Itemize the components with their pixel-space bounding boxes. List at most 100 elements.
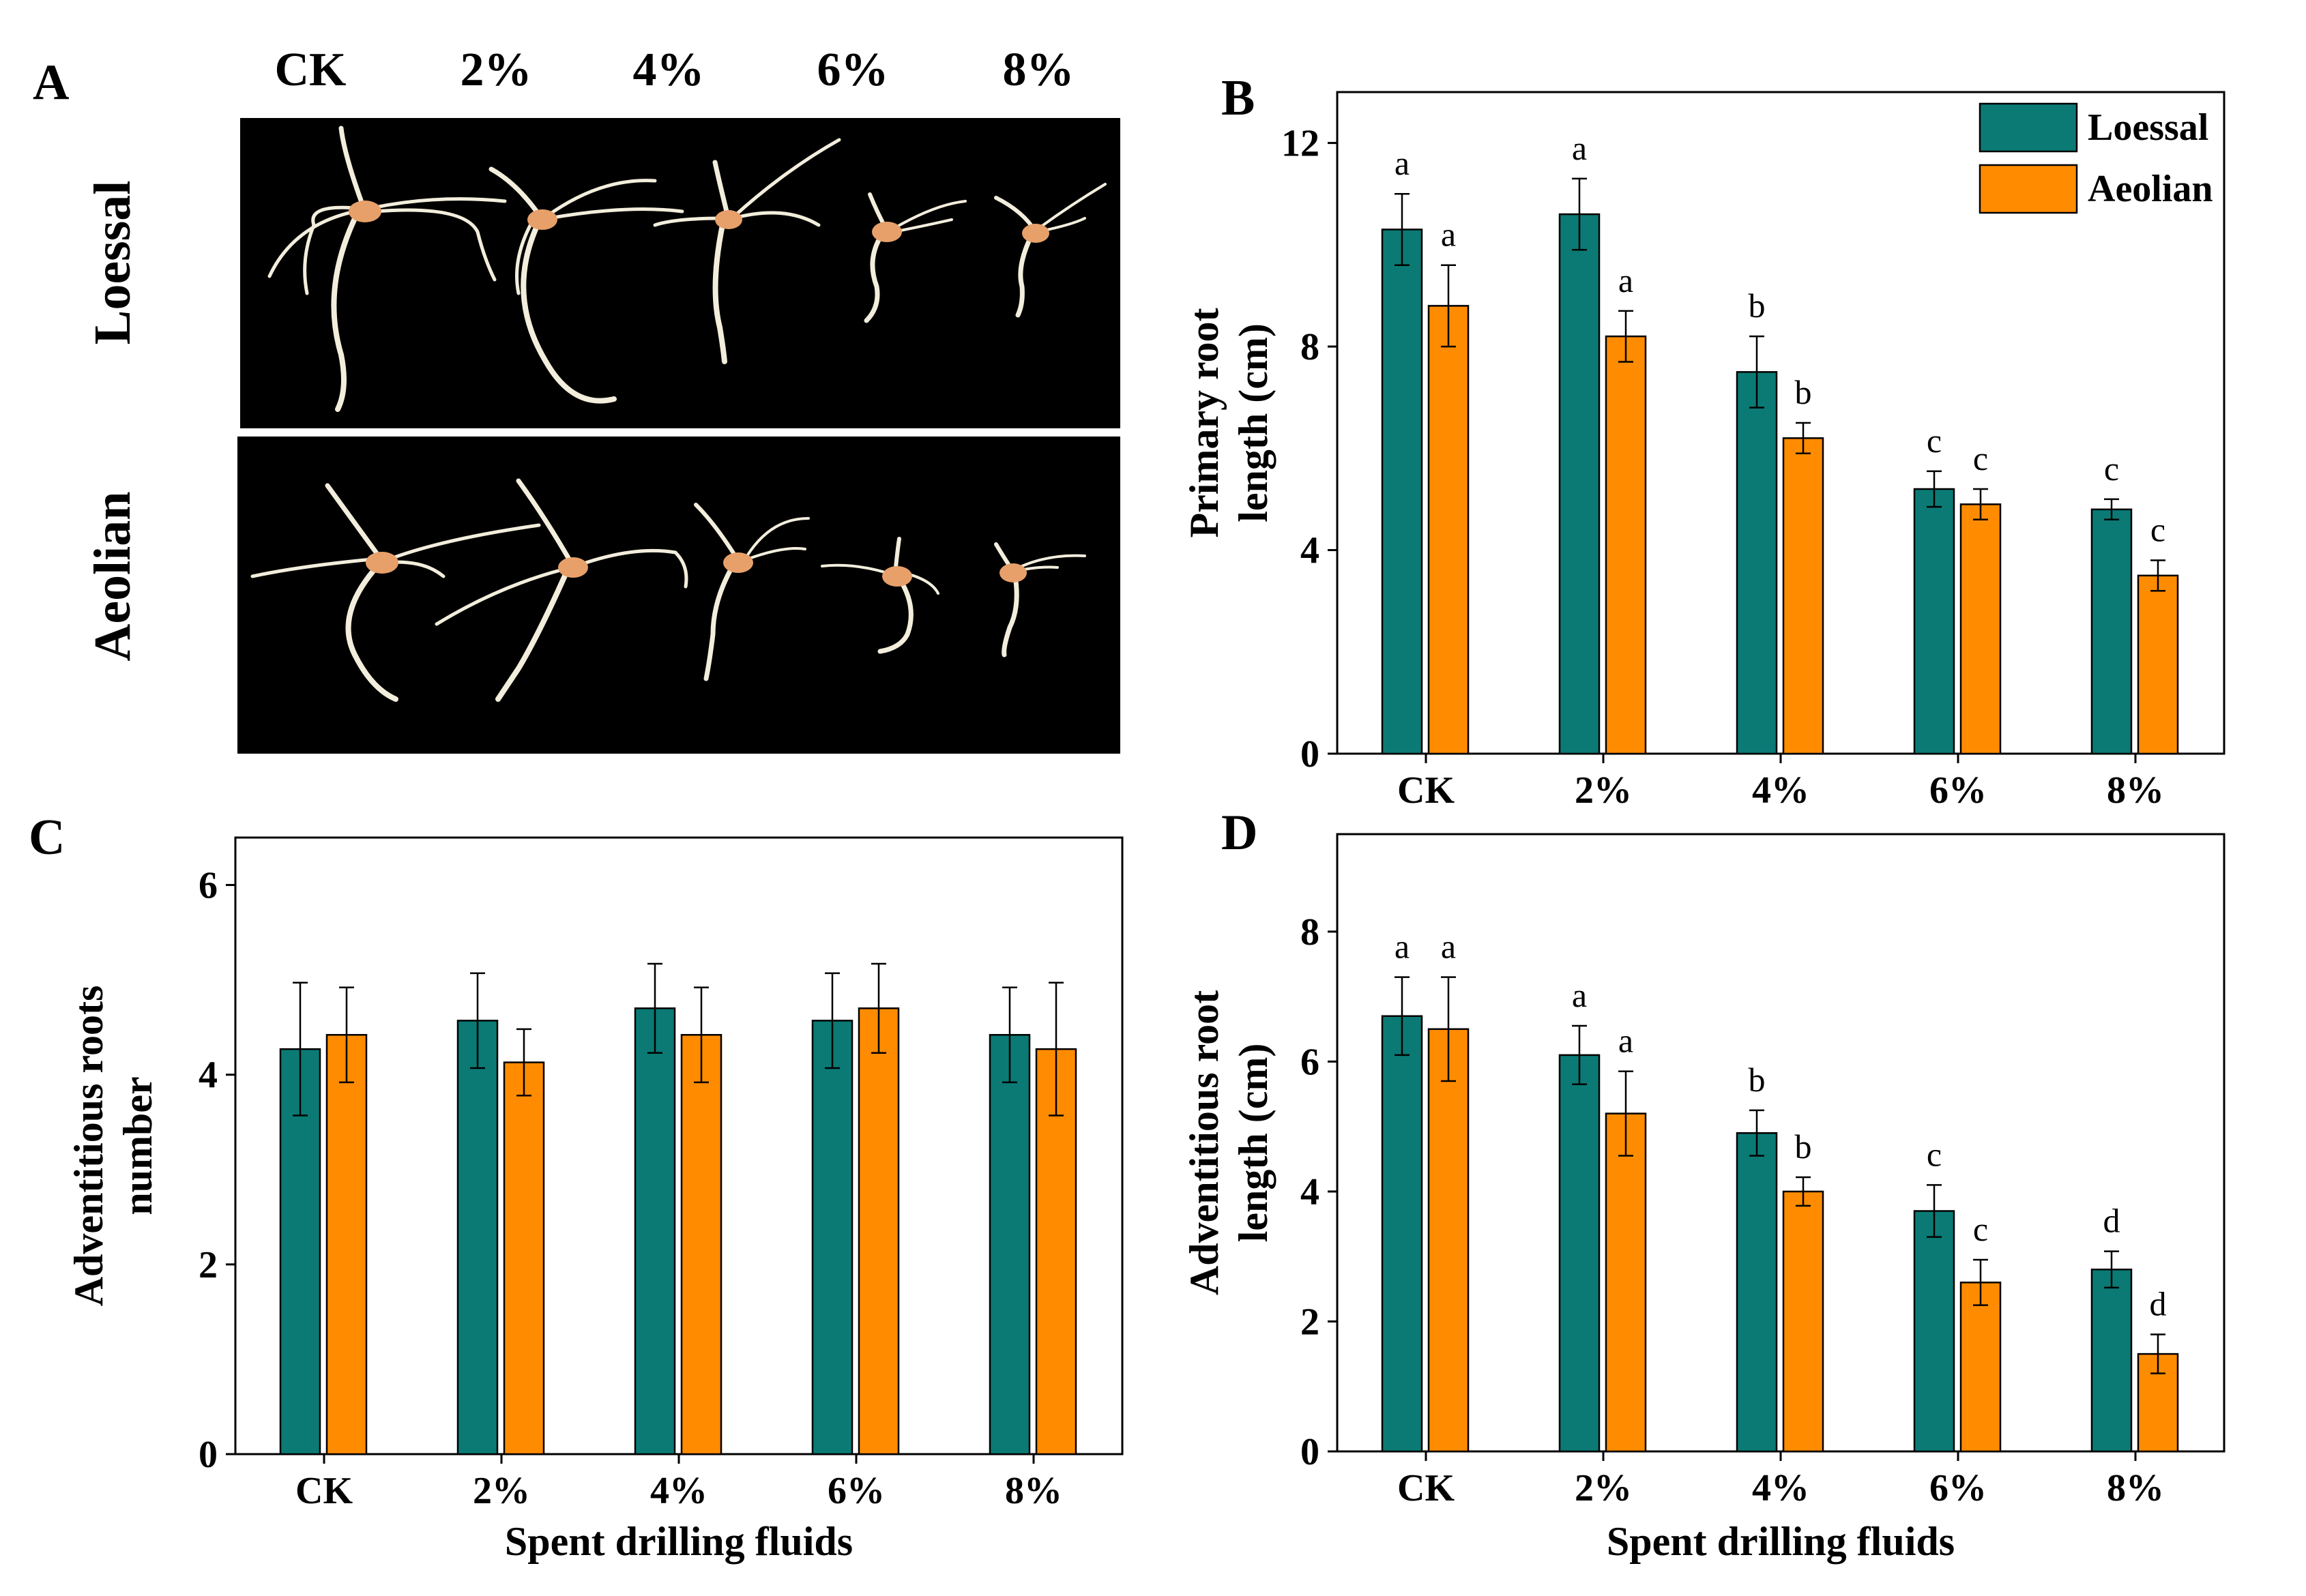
photo-column-label-2: 2%: [461, 44, 532, 96]
seedling-photo-loessal: [240, 118, 1120, 428]
seedling-loessal-8: [994, 183, 1107, 318]
panel-d-x-axis-title: Spent drilling fluids: [1607, 1519, 1955, 1564]
panel-d-bar-aeolian: [1427, 1028, 1470, 1453]
panel-d-ytick-label: 4: [1300, 1171, 1319, 1213]
seedling-aeolian-6: [821, 537, 939, 654]
panel-c-ytick-label: 4: [199, 1054, 218, 1097]
panel-b-xtick-label: 4%: [1752, 769, 1809, 812]
panel-c-x-axis-title: Spent drilling fluids: [505, 1519, 853, 1564]
seedlings: [250, 125, 1107, 702]
panel-d-letter: D: [1221, 805, 1257, 861]
seedling-loessal-6: [864, 192, 967, 323]
panel-c-bar-aeolian: [858, 1007, 900, 1455]
panel-c-bar-loessal: [989, 1034, 1031, 1455]
panel-c-chart: C 0 2 4 6 CK 2% 4% 6% 8% Adventitious roots number…: [29, 810, 1124, 1564]
panel-d-bar-loessal: [1558, 1054, 1601, 1453]
photo-column-label-6: 6%: [817, 44, 889, 96]
panel-b-significance-letter: b: [1795, 373, 1812, 411]
panel-c-y-axis-title: Adventitious roots number: [66, 986, 160, 1307]
panel-d-bar-loessal: [1736, 1132, 1778, 1453]
panel-d-ytick-label: 0: [1300, 1431, 1319, 1473]
panel-c-y-axis-title-line: Adventitious roots: [66, 986, 111, 1307]
panel-b-bar-loessal: [1913, 488, 1955, 755]
panel-b-ytick-label: 0: [1300, 733, 1319, 775]
panel-c-ytick-label: 2: [199, 1244, 218, 1286]
panel-d-xtick-label: CK: [1397, 1467, 1455, 1509]
panel-c-xtick-label: 2%: [473, 1470, 530, 1512]
seedling-loessal-2: [488, 166, 684, 404]
panel-d-bar-aeolian: [1605, 1112, 1647, 1453]
panel-c-bar-loessal: [456, 1020, 499, 1455]
panel-c-bar-loessal: [634, 1007, 676, 1455]
panel-b-significance-letter: a: [1441, 216, 1456, 254]
photo-column-label-ck: CK: [275, 44, 347, 96]
panel-d-significance-letter: a: [1618, 1022, 1633, 1060]
panel-b-bar-aeolian: [1427, 305, 1470, 755]
panel-d-xtick-label: 2%: [1575, 1467, 1632, 1509]
panel-d-xtick-label: 4%: [1752, 1467, 1809, 1509]
panel-d-ytick-label: 2: [1300, 1301, 1319, 1343]
panel-d-xtick-label: 8%: [2107, 1467, 2164, 1509]
panel-d-bar-loessal: [2090, 1269, 2133, 1453]
panel-b-significance-letter: c: [2150, 510, 2165, 548]
panel-d-significance-letter: b: [1795, 1127, 1812, 1166]
panel-d-y-axis-title-line: length (cm): [1231, 1044, 1276, 1243]
panel-b-xtick-label: 2%: [1575, 769, 1632, 812]
panel-b-ytick-label: 8: [1300, 326, 1319, 368]
panel-b-y-axis-title: Primary root length (cm): [1182, 308, 1276, 537]
seedling-aeolian-2: [435, 478, 688, 702]
panel-d-significance-letter: c: [1927, 1135, 1942, 1173]
panel-d-bar-loessal: [1381, 1015, 1423, 1453]
panel-b-bar-loessal: [1381, 228, 1423, 755]
panel-c-bar-aeolian: [680, 1034, 723, 1455]
panel-b-bar-aeolian: [2137, 574, 2179, 755]
panel-b-significance-letter: b: [1749, 286, 1766, 325]
panel-d-bar-aeolian: [1959, 1282, 2002, 1453]
photo-row-label-loessal: Loessal: [84, 181, 141, 345]
seedling-loessal-ck: [267, 125, 507, 412]
panel-c-xtick-label: CK: [295, 1470, 353, 1512]
panel-d-significance-letter: d: [2103, 1202, 2120, 1240]
panel-c-xtick-label: 6%: [828, 1470, 885, 1512]
panel-d-y-axis-title: Adventitious root length (cm): [1182, 990, 1276, 1295]
panel-c-y-axis-title-line: number: [115, 1076, 160, 1215]
panel-b-y-axis-title-line: Primary root: [1182, 308, 1227, 537]
photo-column-label-4: 4%: [633, 44, 705, 96]
panel-d-bar-loessal: [1913, 1210, 1955, 1453]
panel-c-ytick-label: 6: [199, 865, 218, 907]
panel-b-xtick-label: 8%: [2107, 769, 2164, 812]
panel-c-bar-loessal: [811, 1020, 853, 1455]
panel-b-y-axis-title-line: length (cm): [1231, 323, 1276, 522]
panel-d-ytick-label: 8: [1300, 911, 1319, 954]
panel-b-xtick-label: 6%: [1929, 769, 1987, 812]
panel-b-bar-aeolian: [1959, 503, 2002, 755]
panel-d-significance-letter: b: [1749, 1061, 1766, 1099]
seedling-loessal-4: [653, 138, 841, 364]
panel-d-bar-aeolian: [1782, 1190, 1824, 1453]
panel-b-bar-loessal: [1736, 371, 1778, 755]
panel-b-bar-aeolian: [1782, 437, 1824, 755]
panel-b-letter: B: [1221, 70, 1255, 126]
seedling-aeolian-ck: [250, 483, 541, 702]
panel-b-bar-aeolian: [1605, 335, 1647, 755]
panel-c-bar-aeolian: [1035, 1048, 1077, 1455]
panel-d-significance-letter: c: [1973, 1210, 1988, 1248]
panel-c-bar-aeolian: [503, 1061, 545, 1455]
panel-b-bar-loessal: [1558, 213, 1601, 755]
panel-d-significance-letter: a: [1395, 928, 1410, 966]
panel-d-significance-letter: a: [1441, 928, 1456, 966]
legend-label-aeolian: Aeolian: [2088, 168, 2213, 210]
panel-c-xtick-label: 4%: [650, 1470, 707, 1512]
seedling-aeolian-4: [694, 503, 810, 681]
panel-b-significance-letter: c: [2104, 449, 2119, 488]
photo-column-label-8: 8%: [1003, 44, 1075, 96]
panel-c-bar-loessal: [279, 1048, 321, 1455]
panel-d-significance-letter: d: [2150, 1285, 2167, 1323]
panel-c-letter: C: [29, 810, 65, 866]
seedling-aeolian-8: [994, 542, 1086, 657]
panel-b-significance-letter: a: [1395, 144, 1410, 182]
panel-c-xtick-label: 8%: [1005, 1470, 1062, 1512]
